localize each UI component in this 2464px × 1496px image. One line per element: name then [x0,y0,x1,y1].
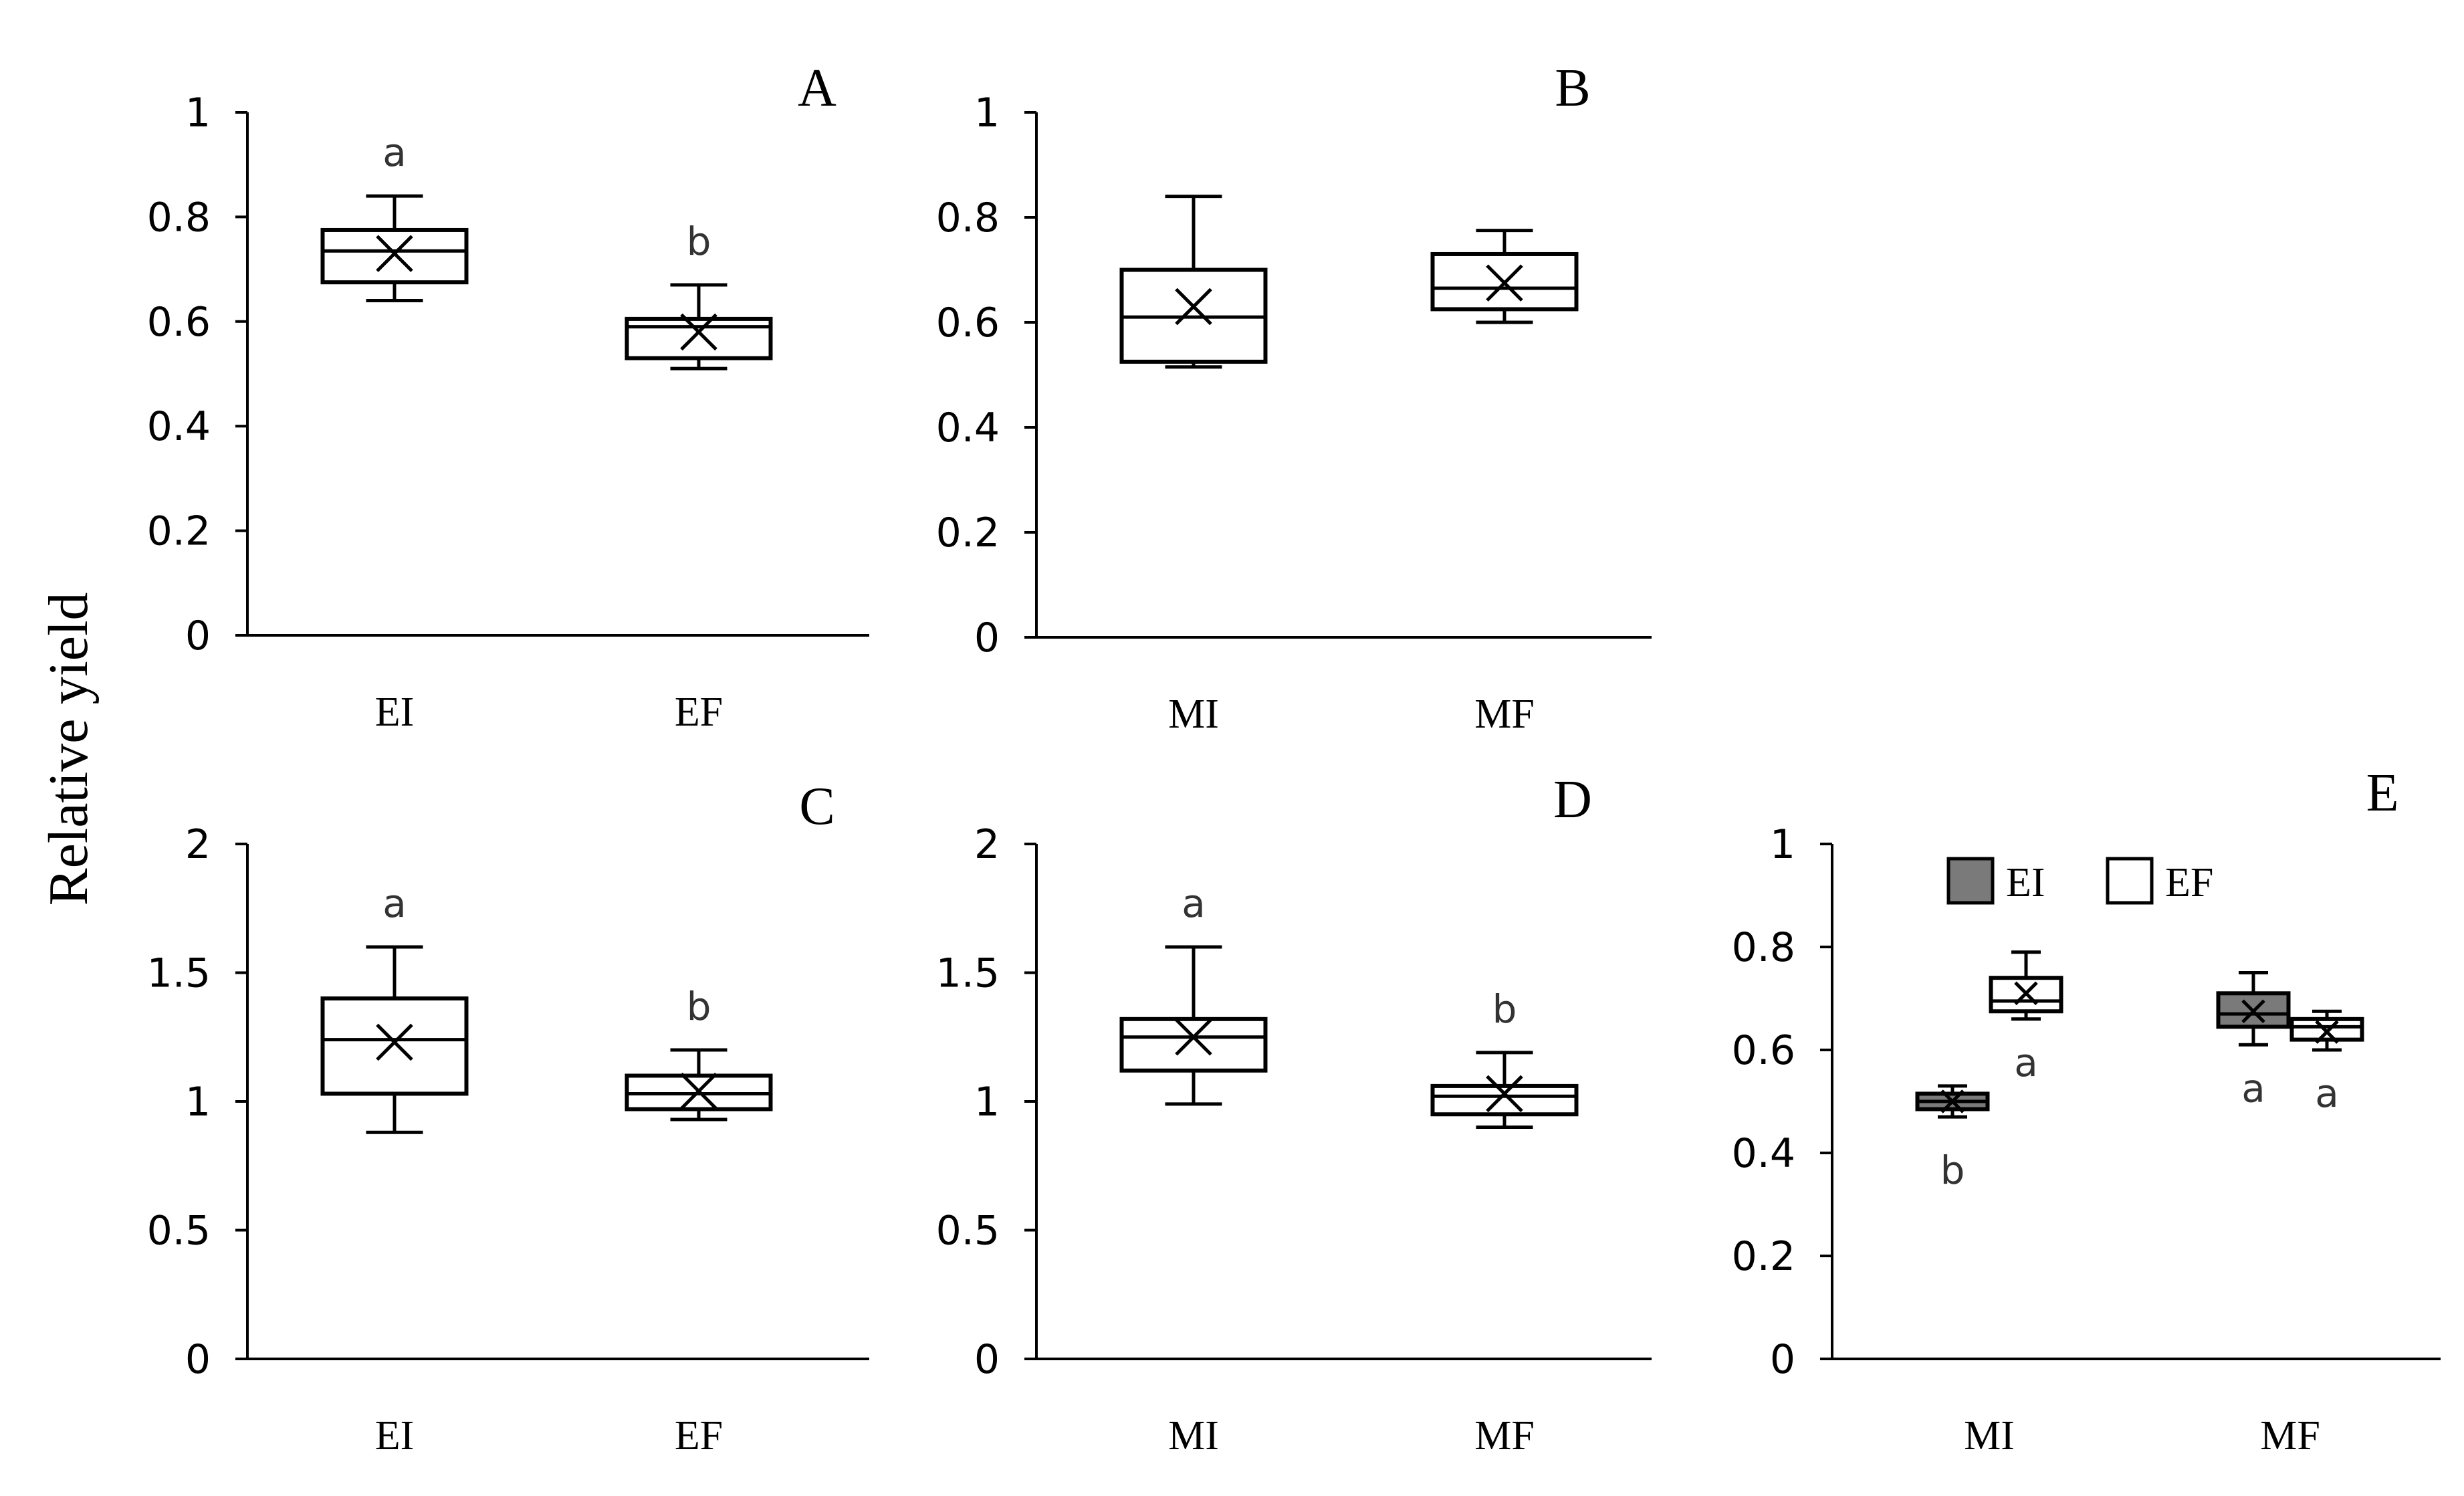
box-ef: b [625,984,773,1121]
panel-letter: C [799,777,834,836]
significance-letter: a [2014,1040,2038,1085]
y-tick-label: 0 [974,615,1000,661]
box-iqr [625,316,773,360]
y-tick-label: 1 [185,1079,211,1126]
box-mf [1430,229,1579,324]
y-tick-label: 0.6 [936,300,1000,346]
x-category-label: MI [1168,691,1219,737]
y-tick-label: 1 [974,1079,1000,1126]
mean-marker [680,1072,717,1110]
y-tick-label: 0.5 [147,1208,211,1255]
mean-marker [1175,1018,1212,1056]
box-iqr [1119,1017,1268,1073]
mean-marker [376,235,413,272]
y-tick-label: 1 [185,90,211,136]
box-mi-ei: b [1915,1084,1990,1193]
panel-letter: A [798,59,836,118]
box-mf: b [1430,986,1579,1129]
y-tick-label: 1 [974,90,1000,136]
y-tick-label: 0.6 [1732,1027,1795,1074]
box-iqr [2289,1017,2364,1042]
mean-marker [2315,1020,2339,1044]
y-tick-label: 0.2 [1732,1233,1795,1280]
mean-marker [2241,999,2265,1024]
panel-a: 0 0.2 0.4 0.6 0.8 1 EI EF Aa b [147,59,869,735]
significance-letter: b [1940,1148,1965,1193]
box-mi-ef: a [1989,950,2063,1085]
significance-letter: b [1492,986,1517,1032]
mean-marker [1175,288,1212,326]
x-category-label: MI [1964,1413,2015,1459]
significance-letter: a [2241,1065,2265,1111]
y-tick-label: 0 [1770,1336,1795,1383]
box-mf-ei: a [2216,971,2291,1111]
significance-letter: a [1182,881,1206,926]
x-category-label: MF [1474,1413,1535,1459]
y-tick-label: 1.5 [147,950,211,997]
box-iqr [1430,1083,1579,1117]
y-tick-label: 0 [185,1336,211,1383]
y-tick-label: 0.8 [1732,924,1795,971]
box-mi: a [1119,881,1268,1106]
y-tick-label: 0 [974,1336,1000,1383]
panel-letter: E [2366,764,2399,823]
box-mi [1119,195,1268,369]
significance-letter: b [687,984,711,1029]
x-category-label: MI [1168,1413,1219,1459]
box-ei: a [320,881,469,1134]
y-tick-label: 0.4 [1732,1130,1795,1177]
x-category-label: EI [375,1413,415,1459]
y-tick-label: 0.8 [936,195,1000,241]
panel-b: 0 0.2 0.4 0.6 0.8 1 MI MF B [936,59,1652,737]
legend: EI EF [1946,857,2213,905]
y-tick-label: 0.4 [936,405,1000,451]
panel-d: 0 0.5 1 1.5 2 MI MF Da b [936,770,1652,1459]
panel-c: 0 0.5 1 1.5 2 EI EF Ca b [147,777,869,1459]
mean-marker [1486,1075,1523,1113]
x-category-label: EF [675,1413,723,1459]
y-tick-label: 2 [185,821,211,868]
legend-swatch-ef [2106,857,2154,905]
mean-marker [680,313,717,351]
significance-letter: b [687,219,711,264]
y-tick-label: 2 [974,821,1000,868]
y-tick-label: 0.6 [147,299,211,346]
x-category-label: EF [675,689,723,735]
x-category-label: EI [375,689,415,735]
significance-letter: a [2315,1071,2339,1116]
y-tick-label: 1.5 [936,950,1000,997]
mean-marker [1486,264,1523,302]
x-category-label: MF [1474,691,1535,737]
legend-label-ef: EF [2165,860,2213,905]
significance-letter: a [382,130,407,175]
shared-y-axis-label: Relative yield [37,593,100,906]
box-iqr [320,227,469,285]
y-tick-label: 0.5 [936,1208,1000,1255]
box-iqr [320,996,469,1096]
y-tick-label: 1 [1770,821,1795,868]
panel-e: 0 0.2 0.4 0.6 0.8 1 MI MF Eb a a a [1732,764,2441,1459]
y-tick-label: 0.4 [147,403,211,450]
mean-marker [376,1023,413,1061]
legend-label-ei: EI [2006,860,2045,905]
legend-swatch-ei [1946,857,1995,905]
box-ef: b [625,219,773,370]
y-tick-label: 0 [185,613,211,659]
panel-letter: D [1553,770,1592,829]
panel-letter: B [1555,59,1590,118]
box-mf-ef: a [2289,1009,2364,1116]
significance-letter: a [382,881,407,926]
x-category-label: MF [2260,1413,2320,1459]
mean-marker [2014,981,2038,1006]
y-tick-label: 0.2 [936,510,1000,556]
y-tick-label: 0.8 [147,194,211,241]
mean-marker [1940,1089,1965,1113]
panels: 0 0.2 0.4 0.6 0.8 1 EI EF Aa b 0 0.2 0.4 0.6 0.8 1 MI MF B… [147,59,2441,1459]
y-tick-label: 0.2 [147,508,211,555]
box-ei: a [320,130,469,303]
